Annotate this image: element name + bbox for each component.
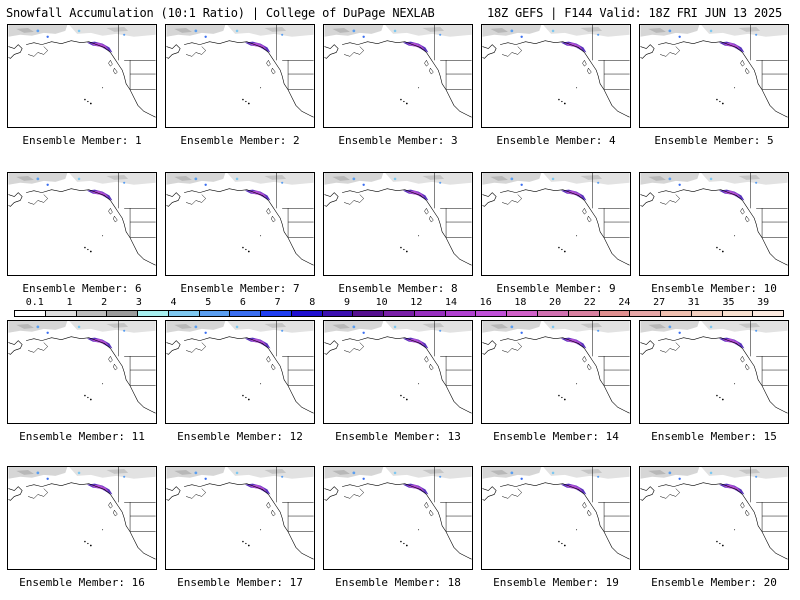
colorbar-tick-label: 7 — [274, 297, 281, 308]
colorbar-swatch — [261, 311, 292, 316]
run-valid-time: 18Z GEFS | F144 Valid: 18Z FRI JUN 13 20… — [486, 6, 782, 20]
colorbar-swatch — [322, 311, 354, 316]
ensemble-map-17 — [165, 466, 315, 570]
colorbar-tick-label: 27 — [653, 297, 666, 308]
ensemble-map-4 — [481, 24, 631, 128]
colorbar-swatch — [661, 311, 692, 316]
ensemble-member-label: Ensemble Member: 19 — [493, 576, 619, 589]
colorbar-swatch — [168, 311, 200, 316]
ensemble-map-3 — [323, 24, 473, 128]
colorbar-tick-label: 31 — [687, 297, 700, 308]
ensemble-map-5 — [639, 24, 789, 128]
colorbar-tick-label: 1 — [66, 297, 73, 308]
ensemble-member-label: Ensemble Member: 11 — [19, 430, 145, 443]
colorbar-tick-label: 22 — [583, 297, 596, 308]
colorbar-tick-label: 4 — [170, 297, 177, 308]
colorbar-tick-label: 18 — [514, 297, 527, 308]
colorbar-swatch — [630, 311, 662, 316]
colorbar-tick-label: 3 — [135, 297, 142, 308]
colorbar-tick-label: 10 — [375, 297, 388, 308]
colorbar-tick-label: 39 — [757, 297, 770, 308]
ensemble-member-label: Ensemble Member: 9 — [496, 282, 616, 295]
colorbar-tick-label: 8 — [309, 297, 316, 308]
ensemble-member-label: Ensemble Member: 15 — [651, 430, 777, 443]
ensemble-member-label: Ensemble Member: 18 — [335, 576, 461, 589]
colorbar-tick-label: 9 — [343, 297, 350, 308]
ensemble-map-19 — [481, 466, 631, 570]
colorbar-swatch — [76, 311, 108, 316]
colorbar-swatch — [476, 311, 508, 316]
ensemble-map-8 — [323, 172, 473, 276]
ensemble-map-7 — [165, 172, 315, 276]
colorbar-tick-label: 0.1 — [25, 297, 44, 308]
ensemble-member-label: Ensemble Member: 5 — [654, 134, 774, 147]
colorbar-tick-label: 35 — [722, 297, 735, 308]
ensemble-member-label: Ensemble Member: 1 — [22, 134, 142, 147]
colorbar-tick-label: 5 — [205, 297, 212, 308]
ensemble-member-label: Ensemble Member: 13 — [335, 430, 461, 443]
ensemble-member-label: Ensemble Member: 16 — [19, 576, 145, 589]
colorbar-tick-label: 16 — [479, 297, 492, 308]
colorbar-swatch — [15, 311, 46, 316]
colorbar-swatch — [45, 311, 77, 316]
colorbar-tick-labels: 0.1 1 2 3 4 5 6 7 8 9 10 12 14 16 18 20 22 24 27 31 35 39 — [14, 297, 784, 309]
ensemble-member-label: Ensemble Member: 12 — [177, 430, 303, 443]
ensemble-member-label: Ensemble Member: 8 — [338, 282, 458, 295]
ensemble-member-label: Ensemble Member: 10 — [651, 282, 777, 295]
ensemble-map-14 — [481, 320, 631, 424]
ensemble-member-label: Ensemble Member: 4 — [496, 134, 616, 147]
colorbar-swatch — [414, 311, 446, 316]
ensemble-map-6 — [7, 172, 157, 276]
colorbar-swatch — [138, 311, 169, 316]
colorbar-swatch — [291, 311, 323, 316]
colorbar-swatch — [199, 311, 231, 316]
colorbar-swatch — [538, 311, 569, 316]
colorbar-tick-label: 24 — [618, 297, 631, 308]
ensemble-map-9 — [481, 172, 631, 276]
ensemble-map-10 — [639, 172, 789, 276]
ensemble-member-label: Ensemble Member: 2 — [180, 134, 300, 147]
ensemble-member-label: Ensemble Member: 14 — [493, 430, 619, 443]
colorbar-swatch — [230, 311, 262, 316]
ensemble-map-16 — [7, 466, 157, 570]
colorbar-tick-label: 2 — [101, 297, 108, 308]
colorbar-swatch — [507, 311, 539, 316]
colorbar-swatch — [568, 311, 600, 316]
colorbar-swatch — [722, 311, 754, 316]
ensemble-map-12 — [165, 320, 315, 424]
ensemble-map-15 — [639, 320, 789, 424]
colorbar-tick-label: 6 — [239, 297, 246, 308]
colorbar-swatch — [107, 311, 139, 316]
ensemble-map-11 — [7, 320, 157, 424]
ensemble-member-label: Ensemble Member: 20 — [651, 576, 777, 589]
colorbar-tick-label: 20 — [549, 297, 562, 308]
chart-title: Snowfall Accumulation (10:1 Ratio) | Col… — [6, 6, 435, 20]
colorbar-tick-label: 14 — [444, 297, 458, 308]
ensemble-map-2 — [165, 24, 315, 128]
colorbar-swatch — [753, 311, 784, 316]
ensemble-map-13 — [323, 320, 473, 424]
ensemble-member-label: Ensemble Member: 7 — [180, 282, 300, 295]
ensemble-member-label: Ensemble Member: 6 — [22, 282, 142, 295]
colorbar-swatch — [691, 311, 723, 316]
snowfall-colorbar — [14, 310, 784, 317]
colorbar-tick-label: 12 — [410, 297, 423, 308]
ensemble-member-label: Ensemble Member: 3 — [338, 134, 458, 147]
ensemble-member-label: Ensemble Member: 17 — [177, 576, 303, 589]
colorbar-swatch — [353, 311, 385, 316]
colorbar-swatch — [445, 311, 477, 316]
colorbar-swatch — [384, 311, 415, 316]
ensemble-map-20 — [639, 466, 789, 570]
ensemble-map-1 — [7, 24, 157, 128]
ensemble-map-18 — [323, 466, 473, 570]
colorbar-swatch — [599, 311, 631, 316]
